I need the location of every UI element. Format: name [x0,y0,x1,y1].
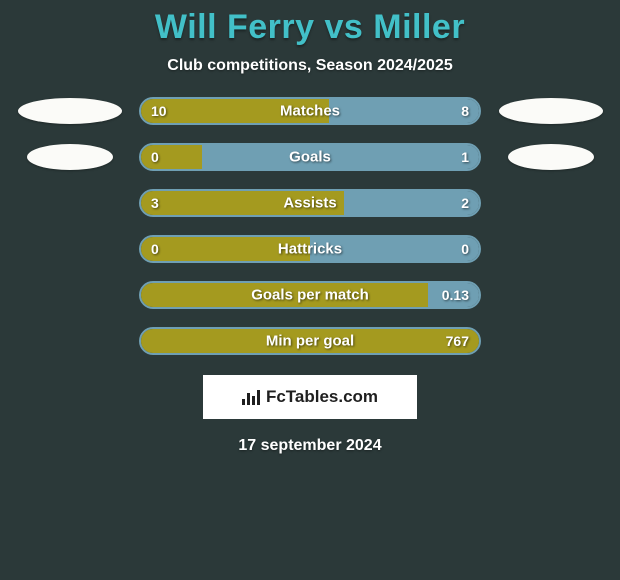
bar-value-right: 767 [446,333,469,349]
bar-value-left: 10 [151,103,167,119]
bar-label: Matches [280,103,340,120]
left-logo-slot [0,98,139,124]
bar-value-left: 3 [151,195,159,211]
bar-value-left: 0 [151,241,159,257]
right-logo-slot [481,98,620,124]
branding-text: FcTables.com [266,387,378,407]
bar-row: Goals per match 0.13 [0,281,620,309]
player-logo-left [27,144,113,170]
stat-bar: Hattricks 0 0 [139,235,481,263]
bar-row: Hattricks 0 0 [0,235,620,263]
bar-value-right: 1 [461,149,469,165]
bar-row: Assists 3 2 [0,189,620,217]
player-logo-right [499,98,603,124]
branding-bars-icon [242,390,260,405]
date-text: 17 september 2024 [238,437,381,455]
left-logo-slot [0,144,139,170]
bar-row: Min per goal 767 [0,327,620,355]
bar-label: Goals [289,149,331,166]
bar-row: Matches 10 8 [0,97,620,125]
stat-bar: Min per goal 767 [139,327,481,355]
bar-fill-right [344,191,479,215]
bar-fill-right [202,145,479,169]
bar-value-right: 2 [461,195,469,211]
bar-label: Assists [283,195,336,212]
player-logo-left [18,98,122,124]
bar-value-right: 0 [461,241,469,257]
page-subtitle: Club competitions, Season 2024/2025 [167,57,452,75]
page-title: Will Ferry vs Miller [155,8,465,47]
branding-badge: FcTables.com [203,375,417,419]
bars-area: Matches108Goals01Assists32Hattricks00Goa… [0,97,620,355]
bar-value-right: 0.13 [442,287,469,303]
bar-row: Goals 0 1 [0,143,620,171]
bar-label: Hattricks [278,241,342,258]
player-logo-right [508,144,594,170]
stat-bar: Goals 0 1 [139,143,481,171]
right-logo-slot [481,144,620,170]
stat-bar: Assists 3 2 [139,189,481,217]
bar-value-right: 8 [461,103,469,119]
stat-bar: Goals per match 0.13 [139,281,481,309]
comparison-infographic: Will Ferry vs Miller Club competitions, … [0,0,620,580]
bar-fill-right [329,99,479,123]
stat-bar: Matches 10 8 [139,97,481,125]
bar-value-left: 0 [151,149,159,165]
bar-label: Goals per match [251,287,369,304]
bar-label: Min per goal [266,333,354,350]
